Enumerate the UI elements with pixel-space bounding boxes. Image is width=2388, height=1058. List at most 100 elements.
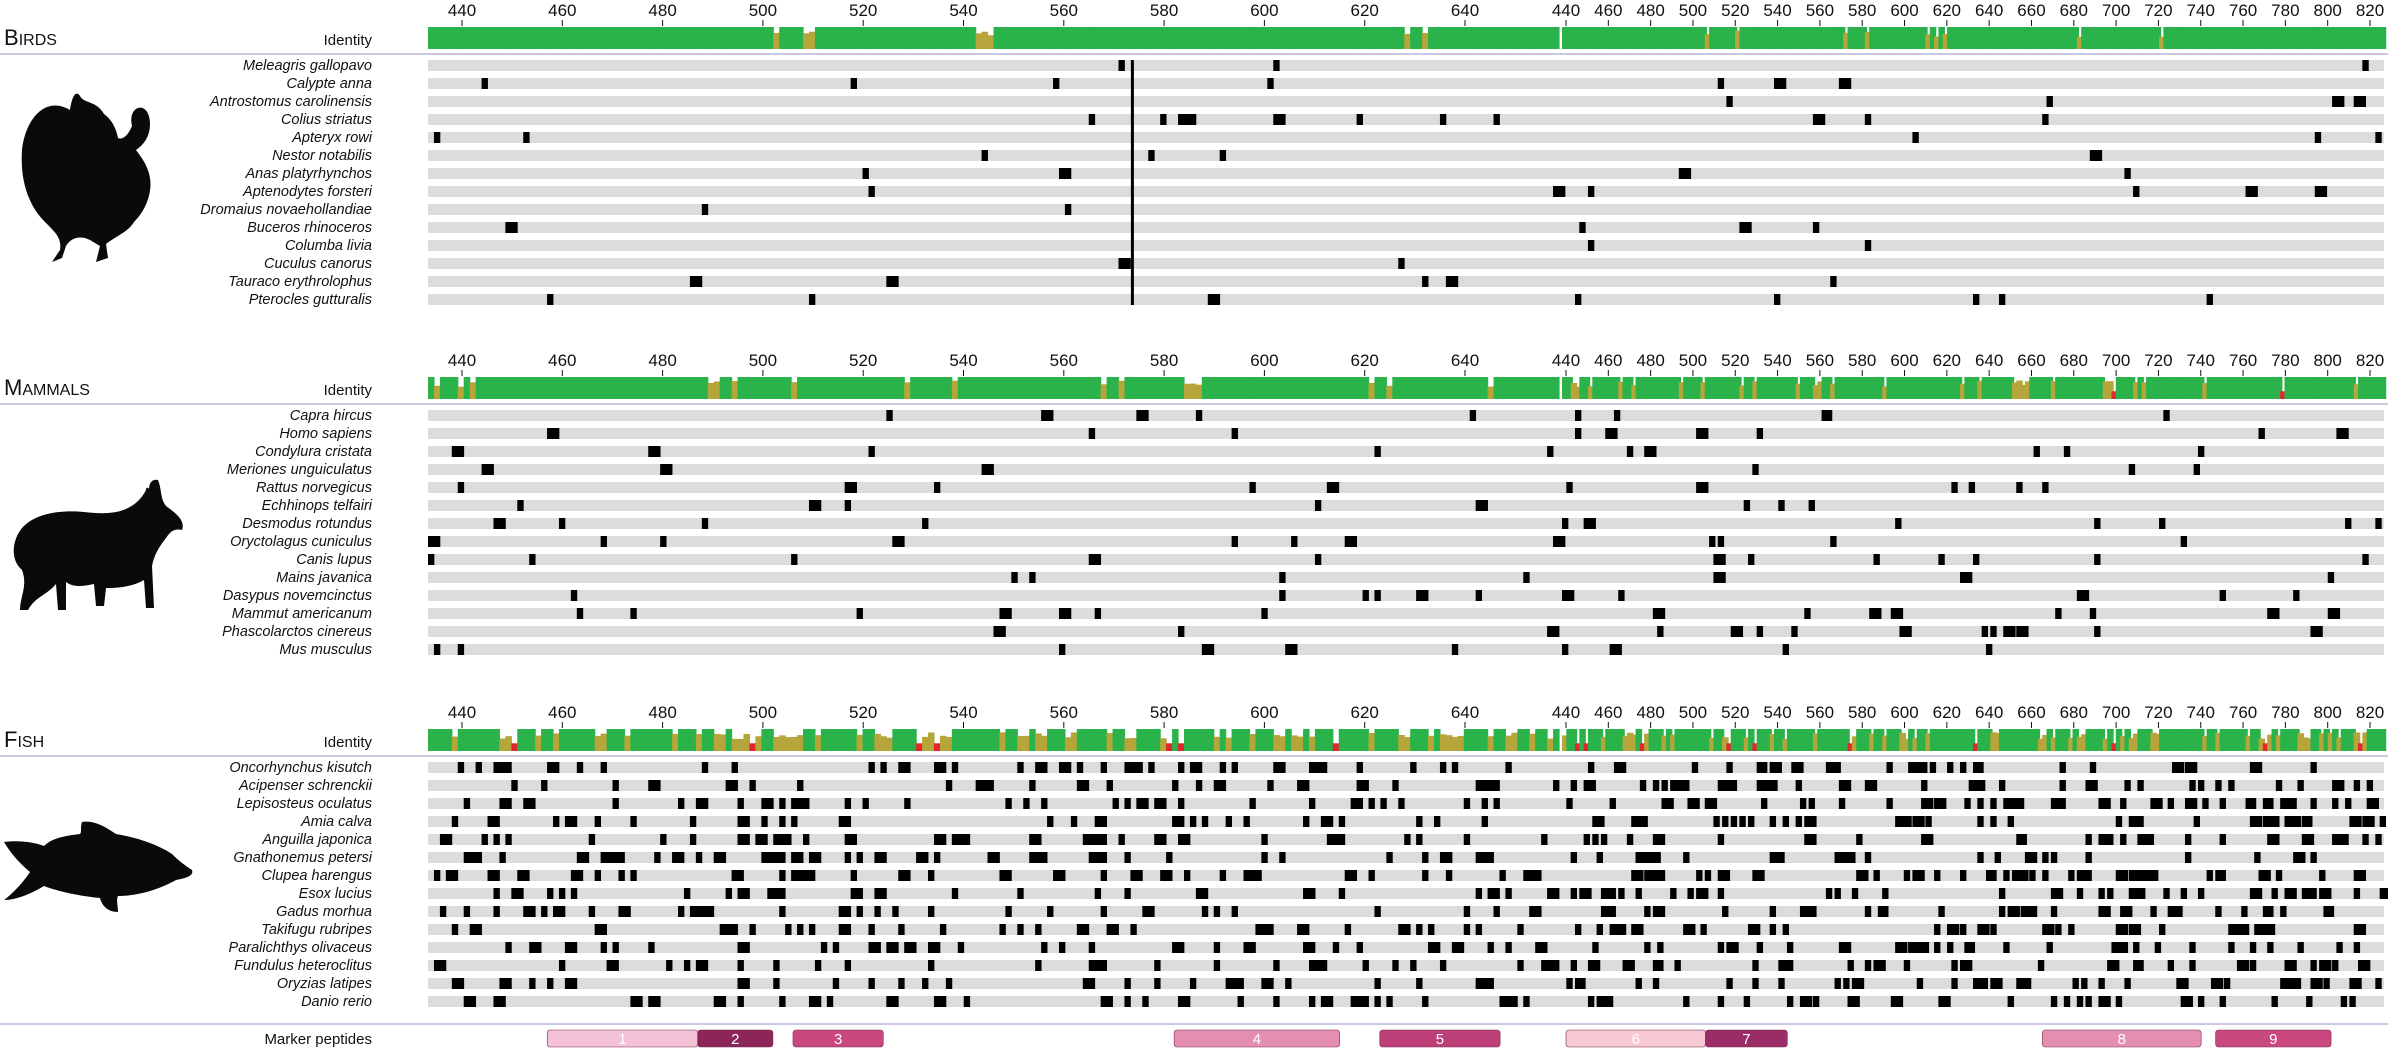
identity-cell [1626, 732, 1634, 751]
row-background [428, 888, 2384, 899]
tick-label: 640 [1451, 1, 1479, 20]
variant-cell [1106, 780, 1113, 791]
identity-cell [529, 729, 536, 751]
variant-cell [1029, 852, 1042, 863]
variant-cell [1356, 114, 1363, 125]
variant-cell [2011, 798, 2025, 809]
identity-cell [475, 27, 483, 49]
identity-cell [1148, 27, 1155, 49]
variant-cell [2133, 942, 2140, 953]
variant-cell [1517, 960, 1524, 971]
variant-cell [1445, 852, 1453, 863]
variant-cell [433, 870, 441, 881]
variant-cell [1261, 978, 1274, 989]
identity-cell [1451, 736, 1459, 751]
variant-cell [493, 996, 500, 1007]
variant-cell [1609, 888, 1616, 899]
identity-cell [844, 377, 852, 399]
variant-cell [451, 446, 459, 457]
variant-cell [2314, 186, 2328, 197]
variant-cell [1960, 762, 1967, 773]
identity-cell [636, 377, 643, 399]
identity-cell [1955, 729, 1963, 751]
variant-cell [1618, 888, 1625, 899]
row-background [428, 464, 2384, 475]
variant-cell [2375, 518, 2382, 529]
variant-cell [1635, 924, 1642, 935]
identity-cell [945, 27, 953, 49]
variant-cell [1344, 924, 1352, 935]
identity-cell [2375, 27, 2382, 49]
variant-cell [2024, 978, 2032, 989]
variant-cell [1547, 888, 1560, 899]
variant-cell [874, 888, 887, 899]
variant-cell [856, 852, 863, 863]
identity-cell [1213, 736, 1221, 751]
identity-cell [1843, 729, 1850, 751]
identity-cell [1547, 27, 1554, 49]
identity-cell [1804, 377, 1811, 399]
variant-cell [678, 906, 685, 917]
identity-cell [1219, 27, 1227, 49]
variant-cell [803, 834, 810, 845]
identity-cell [1553, 729, 1560, 751]
variant-cell [2275, 780, 2283, 791]
variant-cell [1088, 942, 1096, 953]
variant-cell [2007, 906, 2020, 917]
identity-cell [1291, 27, 1298, 49]
identity-cell [672, 377, 679, 399]
identity-cell [2349, 729, 2356, 751]
identity-cell [1769, 377, 1777, 399]
identity-cell [1709, 737, 1716, 751]
variant-cell [2258, 870, 2271, 881]
variant-cell [517, 500, 524, 511]
variant-cell [1644, 942, 1651, 953]
variant-cell [570, 888, 578, 899]
variant-cell [1977, 816, 1984, 827]
variant-cell [1756, 762, 1764, 773]
variant-cell [1812, 996, 1820, 1007]
identity-cell [2042, 734, 2049, 751]
variant-cell [928, 906, 935, 917]
variant-cell [2089, 150, 2103, 161]
variant-cell [2310, 888, 2317, 899]
identity-cell [1743, 377, 1751, 399]
identity-cell [1579, 27, 1586, 49]
variant-cell [1338, 834, 1346, 845]
identity-cell [1356, 729, 1364, 751]
variant-cell [2340, 996, 2348, 1007]
variant-cell [2107, 834, 2114, 845]
variant-cell [1938, 554, 1945, 565]
variant-cell [2184, 834, 2192, 845]
species-label: Cuculus canorus [264, 256, 372, 272]
species-label: Oryzias latipes [277, 976, 372, 992]
variant-cell [475, 852, 482, 863]
variant-cell [1535, 942, 1548, 953]
species-label: Meriones unguiculatus [227, 462, 372, 478]
identity-cell [904, 27, 911, 49]
variant-cell [1782, 644, 1789, 655]
identity-cell [755, 736, 762, 751]
variant-cell [505, 834, 512, 845]
identity-cell [880, 27, 887, 49]
identity-cell [1041, 27, 1048, 49]
identity-cell [2172, 377, 2179, 399]
variant-cell [1877, 960, 1885, 971]
variant-cell [1130, 870, 1137, 881]
tick-label: 500 [749, 703, 777, 722]
species-label: Rattus norvegicus [256, 480, 372, 496]
variant-cell [1017, 888, 1024, 899]
variant-cell [1600, 906, 1614, 917]
variant-cell [1124, 996, 1131, 1007]
identity-cell [2228, 27, 2235, 49]
variant-cell [1017, 924, 1024, 935]
variant-cell [1082, 834, 1090, 845]
identity-cell [487, 729, 495, 751]
identity-cell [808, 31, 816, 49]
identity-cell [1261, 377, 1268, 399]
identity-cell [761, 27, 768, 49]
variant-cell [1553, 780, 1560, 791]
panel-birds: 440 460 480 500 520 540 560 580 600 620 640 440 460 4… [0, 1, 2388, 308]
tick-label: 460 [1594, 1, 1622, 20]
identity-cell [1285, 729, 1292, 751]
